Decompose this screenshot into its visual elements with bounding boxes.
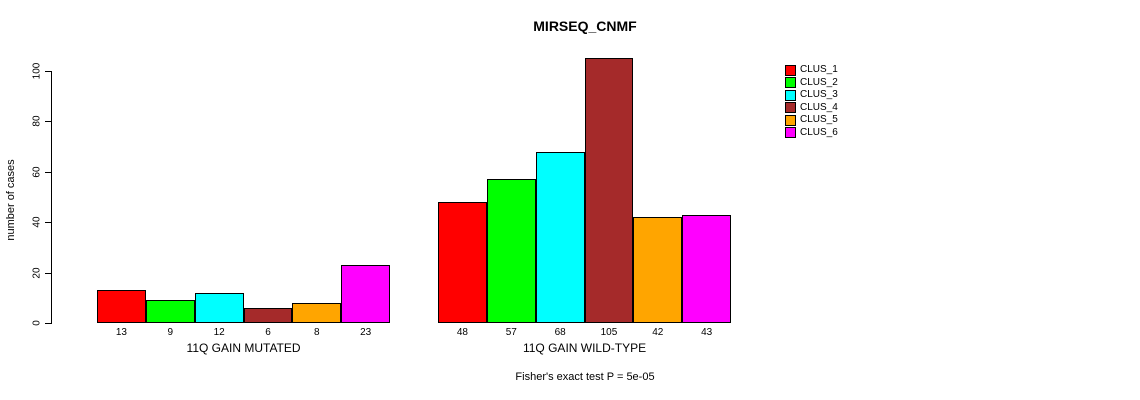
x-group-label: 11Q GAIN MUTATED bbox=[186, 341, 301, 355]
y-axis-tick-label: 40 bbox=[31, 216, 43, 228]
y-axis bbox=[51, 71, 52, 324]
bar bbox=[194, 292, 244, 323]
bar bbox=[243, 307, 293, 323]
y-axis-tick-label: 60 bbox=[31, 166, 43, 178]
legend-swatch bbox=[785, 114, 796, 126]
legend-swatch bbox=[785, 64, 796, 76]
bar bbox=[682, 214, 732, 323]
y-axis-tick bbox=[45, 171, 51, 173]
legend-item-label: CLUS_2 bbox=[800, 76, 838, 88]
bar-value-label: 13 bbox=[115, 327, 127, 338]
bar bbox=[292, 302, 342, 323]
legend-item: CLUS_3 bbox=[785, 89, 838, 102]
bar-value-label: 48 bbox=[456, 327, 468, 338]
bar bbox=[535, 151, 585, 323]
legend-item: CLUS_5 bbox=[785, 114, 838, 127]
bar-value-label: 105 bbox=[600, 327, 618, 338]
legend-item: CLUS_1 bbox=[785, 64, 838, 77]
legend-item: CLUS_4 bbox=[785, 102, 838, 115]
legend-item-label: CLUS_6 bbox=[800, 126, 838, 138]
bar-value-label: 9 bbox=[167, 327, 174, 338]
bar-value-label: 23 bbox=[360, 327, 372, 338]
y-axis-tick-label: 20 bbox=[31, 267, 43, 279]
legend-swatch bbox=[785, 102, 796, 114]
legend-item-label: CLUS_5 bbox=[800, 114, 838, 126]
y-axis-tick-label: 80 bbox=[31, 115, 43, 127]
y-axis-tick-label: 100 bbox=[31, 62, 43, 80]
legend-item: CLUS_6 bbox=[785, 127, 838, 140]
bar-value-label: 57 bbox=[505, 327, 517, 338]
y-axis-tick bbox=[45, 272, 51, 274]
y-axis-tick bbox=[45, 71, 51, 72]
legend-swatch bbox=[785, 77, 796, 89]
bar bbox=[584, 58, 634, 323]
chart-title: MIRSEQ_CNMF bbox=[533, 18, 637, 34]
bar bbox=[486, 179, 536, 323]
bar bbox=[633, 217, 683, 323]
y-axis-tick-label: 0 bbox=[31, 320, 43, 326]
x-group-label: 11Q GAIN WILD-TYPE bbox=[522, 341, 647, 355]
y-axis-label: number of cases bbox=[5, 159, 17, 241]
bar-value-label: 6 bbox=[265, 327, 271, 338]
bar bbox=[145, 300, 195, 323]
legend-item: CLUS_2 bbox=[785, 77, 838, 90]
legend-swatch bbox=[785, 127, 796, 139]
bar bbox=[341, 265, 391, 323]
bar-value-label: 8 bbox=[314, 327, 320, 338]
bar-value-label: 42 bbox=[652, 327, 664, 338]
bar-value-label: 12 bbox=[213, 327, 225, 338]
fisher-test-note: Fisher's exact test P = 5e-05 bbox=[515, 371, 655, 383]
legend-item-label: CLUS_1 bbox=[800, 64, 838, 76]
y-axis-tick bbox=[45, 323, 51, 324]
legend-item-label: CLUS_3 bbox=[800, 89, 838, 101]
legend-swatch bbox=[785, 89, 796, 101]
bar-value-label: 68 bbox=[554, 327, 566, 338]
y-axis-tick bbox=[45, 121, 51, 123]
bar bbox=[97, 290, 146, 323]
legend-item-label: CLUS_4 bbox=[800, 101, 838, 113]
legend: CLUS_1 CLUS_2 CLUS_3 CLUS_4 CLUS_5 CLUS_6 bbox=[785, 64, 838, 139]
bar bbox=[438, 202, 487, 323]
y-axis-tick bbox=[45, 222, 51, 224]
bar-value-label: 43 bbox=[701, 327, 713, 338]
